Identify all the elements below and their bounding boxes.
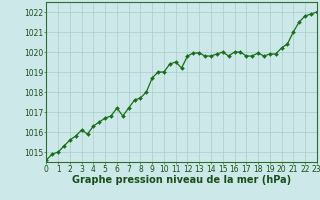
X-axis label: Graphe pression niveau de la mer (hPa): Graphe pression niveau de la mer (hPa)	[72, 175, 291, 185]
